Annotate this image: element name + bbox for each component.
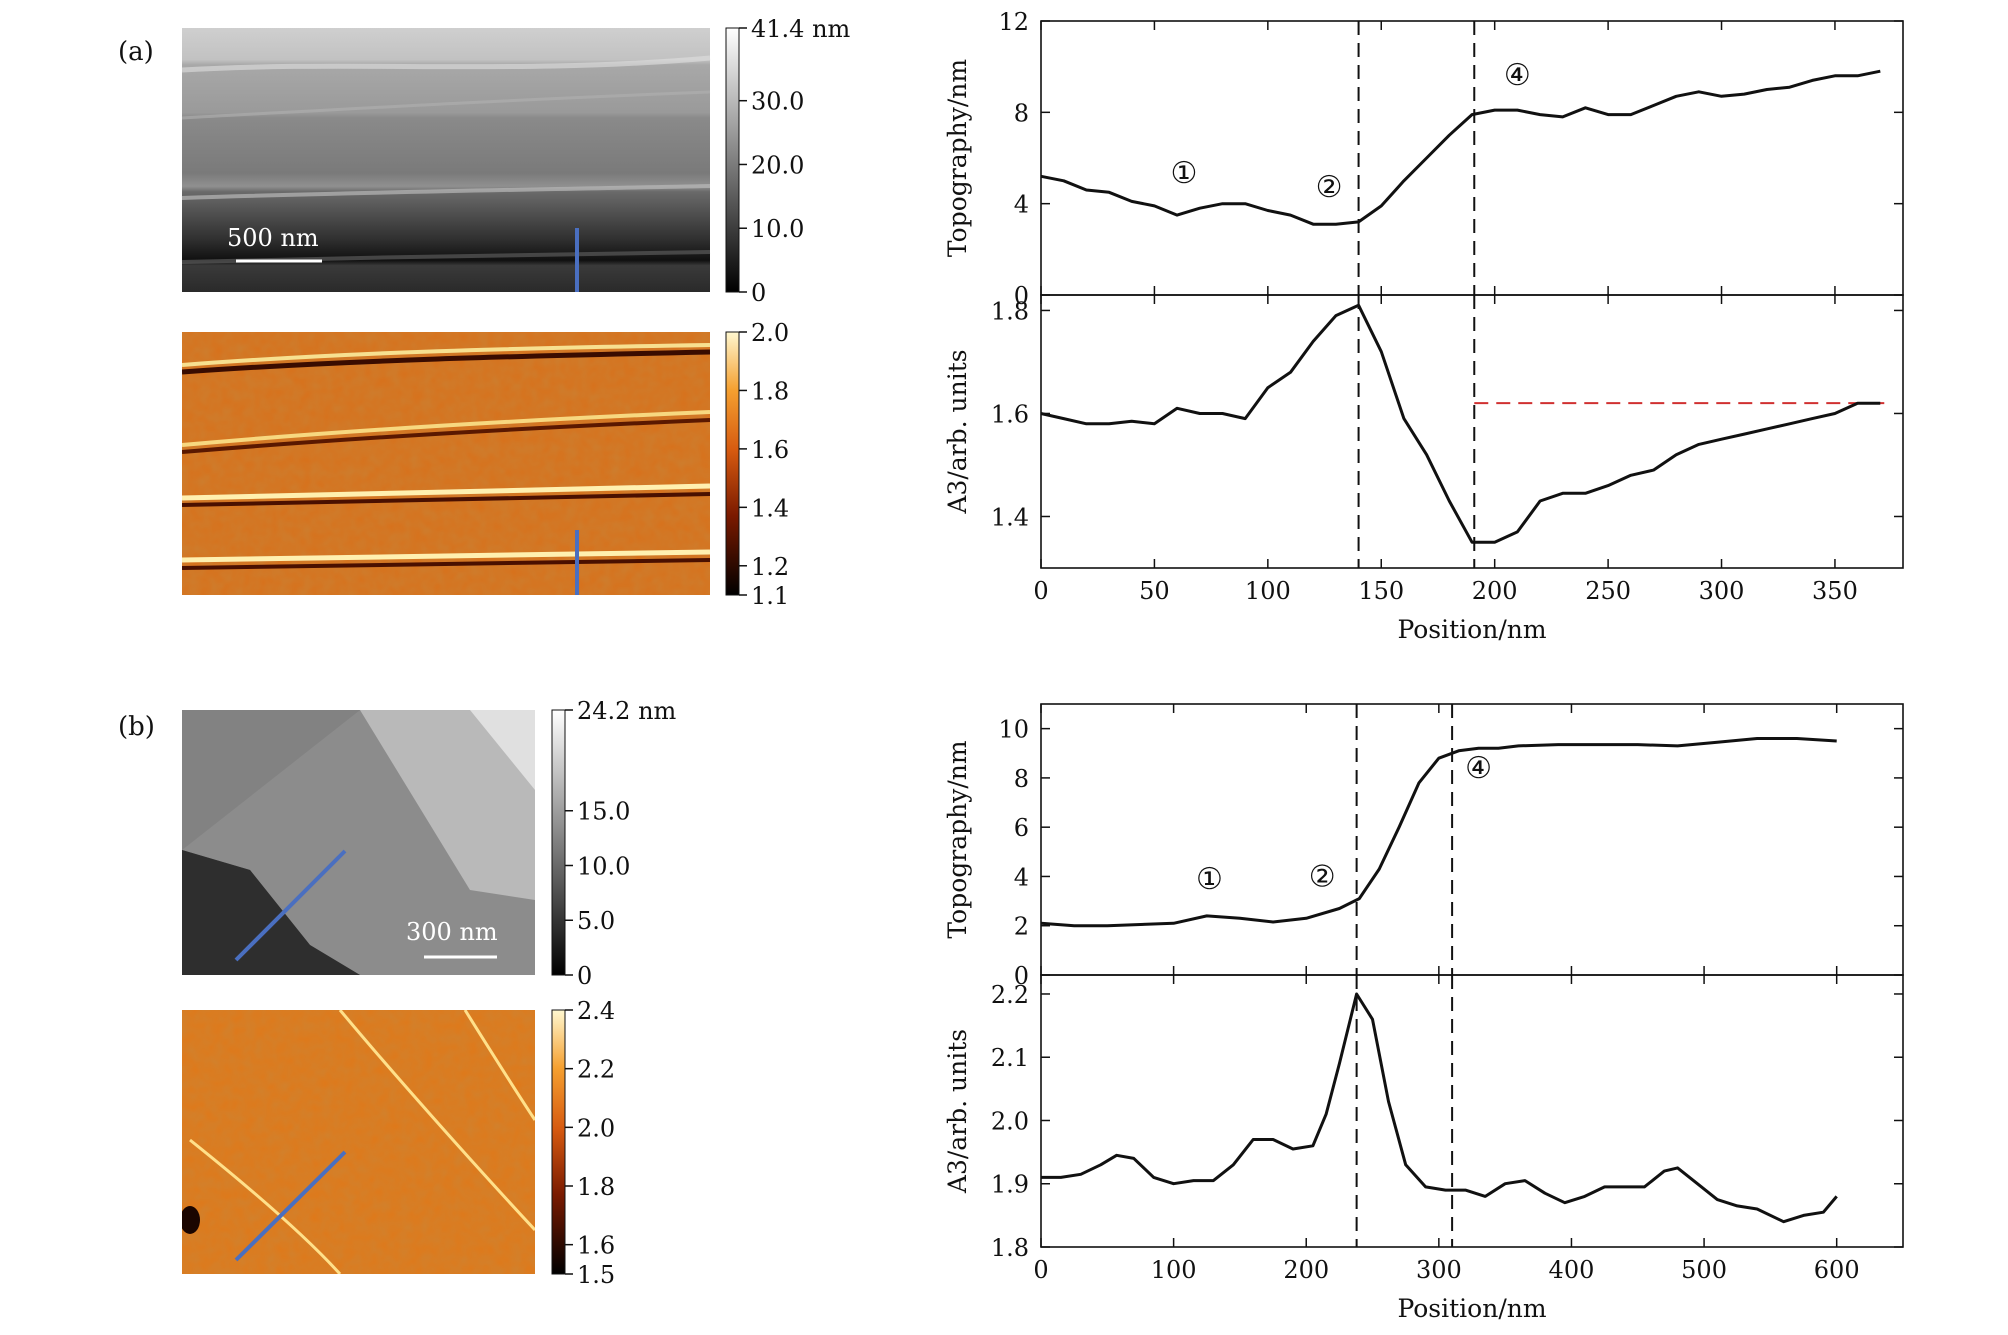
colorbar-tick-label: 0 <box>577 962 592 990</box>
y-tick-label: 1.6 <box>991 400 1029 428</box>
x-tick-label: 500 <box>1681 1256 1727 1284</box>
colorbar-tick-label: 1.6 <box>577 1232 615 1260</box>
x-tick-label: 0 <box>1033 1256 1048 1284</box>
colorbar-tick-label: 2.2 <box>577 1056 615 1084</box>
colorbar-tick-label: 24.2 nm <box>577 697 677 725</box>
x-tick-label: 600 <box>1814 1256 1860 1284</box>
topography-map-a: 500 nm <box>181 28 711 292</box>
y-axis-label: Topography/nm <box>943 59 972 257</box>
y-tick-label: 8 <box>1014 99 1029 127</box>
y-axis-label: A3/arb. units <box>943 1029 972 1194</box>
y-tick-label: 1.8 <box>991 1234 1029 1262</box>
x-tick-label: 200 <box>1283 1256 1329 1284</box>
colorbar-tick-label: 2.0 <box>577 1114 615 1142</box>
x-tick-label: 300 <box>1699 577 1745 605</box>
colorbar-tick-label: 1.5 <box>577 1261 615 1289</box>
panel-label-a: (a) <box>118 37 154 67</box>
y-tick-label: 2.2 <box>991 981 1029 1009</box>
colorbar-tick-label: 2.0 <box>751 319 789 347</box>
point-annotation: ② <box>1316 170 1343 205</box>
profile-line-b-topo <box>234 849 347 962</box>
colorbar-tick-label: 20.0 <box>751 151 804 179</box>
chart-a3-b: 1.8 1.9 2.0 2.1 2.2 0 100 200 300 400 500 600 A3/arb… <box>943 974 1904 1323</box>
a3-map-a <box>182 332 710 595</box>
colorbar-tick-label: 2.4 <box>577 997 615 1025</box>
y-tick-label: 2.0 <box>991 1107 1029 1135</box>
y-axis-label: A3/arb. units <box>943 349 972 514</box>
scalebar-label-b: 300 nm <box>406 918 498 946</box>
chart-topography-a: 0 4 8 12 Topography/nm ① ② ④ <box>943 8 1904 310</box>
x-tick-label: 100 <box>1245 577 1291 605</box>
colorbar-tick-label: 1.8 <box>751 377 789 405</box>
colorbar-ticks-topo-a: 41.4 nm 30.0 20.0 10.0 0 <box>739 15 851 307</box>
chart-topography-b: 0 2 4 6 8 10 Topography/nm ① ② ④ <box>943 703 1904 990</box>
colorbar-tick-label: 0 <box>751 279 766 307</box>
y-tick-label: 0 <box>1014 962 1029 990</box>
x-tick-label: 250 <box>1585 577 1631 605</box>
y-axis-label: Topography/nm <box>943 740 972 938</box>
point-annotation: ① <box>1196 862 1223 897</box>
y-tick-label: 1.9 <box>991 1171 1029 1199</box>
y-tick-label: 12 <box>998 8 1029 36</box>
x-tick-label: 350 <box>1812 577 1858 605</box>
y-tick-label: 4 <box>1014 191 1029 219</box>
y-tick-label: 0 <box>1014 282 1029 310</box>
colorbar-tick-label: 1.8 <box>577 1173 615 1201</box>
colorbar-tick-label: 15.0 <box>577 798 630 826</box>
colorbar-a3-a: 2.0 1.8 1.6 1.4 1.21.1 <box>725 319 789 610</box>
y-tick-label: 8 <box>1014 765 1029 793</box>
colorbar-tick-label: 10.0 <box>751 215 804 243</box>
profile-line-b-a3 <box>234 1150 347 1262</box>
point-annotation: ② <box>1309 859 1336 894</box>
x-axis-label: Position/nm <box>1397 1294 1546 1323</box>
colorbar-tick-label: 30.0 <box>751 88 804 116</box>
chart-a3-a: 1.4 1.6 1.8 0 50 100 150 200 250 300 350 A3/arb. un… <box>943 294 1904 644</box>
y-tick-label: 10 <box>998 716 1029 744</box>
colorbar-topo-a: 41.4 nm 30.0 20.0 10.0 0 <box>725 15 851 307</box>
x-tick-label: 50 <box>1139 577 1170 605</box>
colorbar-tick-label: 5.0 <box>577 907 615 935</box>
plot-frame <box>1040 974 1904 1248</box>
x-tick-label: 100 <box>1151 1256 1197 1284</box>
x-axis-label: Position/nm <box>1397 615 1546 644</box>
data-series-line <box>1040 303 1881 544</box>
colorbar-tick-label: 41.4 nm <box>751 15 851 43</box>
x-tick-label: 400 <box>1549 1256 1595 1284</box>
x-tick-label: 200 <box>1472 577 1518 605</box>
point-annotation: ④ <box>1504 58 1531 93</box>
x-tick-label: 0 <box>1033 577 1048 605</box>
colorbar-tick-label: 10.0 <box>577 852 630 880</box>
y-tick-label: 2.1 <box>991 1044 1029 1072</box>
x-tick-label: 300 <box>1416 1256 1462 1284</box>
point-annotation: ④ <box>1465 751 1492 786</box>
plot-frame <box>1040 294 1904 569</box>
data-series-line <box>1040 737 1837 928</box>
y-tick-label: 2 <box>1014 913 1029 941</box>
colorbar-tick-label: 1.6 <box>751 436 789 464</box>
point-annotation: ① <box>1170 156 1197 191</box>
colorbar-tick-label: 1.4 <box>751 494 789 522</box>
y-tick-label: 4 <box>1014 863 1029 891</box>
data-series-line <box>1040 69 1881 226</box>
panel-label-b: (b) <box>118 712 155 742</box>
x-tick-label: 150 <box>1358 577 1404 605</box>
plot-frame <box>1040 703 1904 976</box>
colorbar-tick-label: 1.1 <box>751 582 789 610</box>
colorbar-tick-label: 1.2 <box>751 553 789 581</box>
y-tick-label: 1.4 <box>991 503 1029 531</box>
y-tick-label: 6 <box>1014 814 1029 842</box>
colorbar-topo-b: 24.2 nm 15.0 10.0 5.0 0 <box>551 697 677 990</box>
colorbar-a3-b: 2.4 2.2 2.0 1.8 1.61.5 <box>551 997 615 1289</box>
data-series-line <box>1041 992 1838 1224</box>
y-tick-label: 1.8 <box>991 297 1029 325</box>
topography-map-b: 300 nm <box>182 710 535 975</box>
a3-map-b <box>182 1010 535 1274</box>
scalebar-label-a: 500 nm <box>227 224 319 252</box>
